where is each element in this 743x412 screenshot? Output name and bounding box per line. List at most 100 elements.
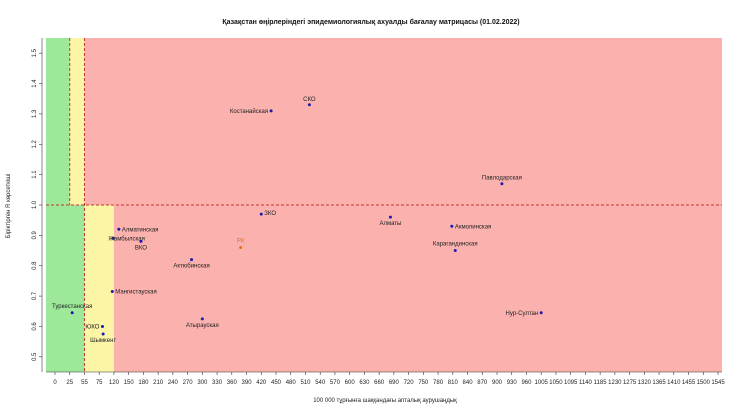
point-label: ЗКО — [264, 211, 276, 217]
x-tick-label: 1275 — [623, 380, 637, 386]
x-tick-label: 900 — [492, 380, 503, 386]
y-tick-label: 1.1 — [32, 170, 38, 179]
y-tick-label: 0.7 — [32, 291, 38, 300]
point-marker — [117, 227, 121, 231]
point-label: Актюбинская — [173, 264, 209, 270]
point-label: Алматы — [379, 221, 401, 227]
point-marker — [111, 236, 115, 240]
point-marker — [500, 182, 504, 186]
y-axis-label: Біріктірген R көрсеткіші — [6, 174, 12, 239]
point-label: Нур-Султан — [506, 311, 539, 317]
point-label: Туркестанская — [52, 304, 92, 310]
point-marker — [269, 109, 273, 113]
y-tick-label: 1.0 — [32, 200, 38, 209]
x-tick-label: 510 — [300, 380, 311, 386]
x-tick-label: 1185 — [594, 380, 608, 386]
x-tick-label: 270 — [183, 380, 194, 386]
x-tick-label: 660 — [374, 380, 385, 386]
point-marker — [450, 224, 454, 228]
x-tick-label: 810 — [448, 380, 459, 386]
x-tick-label: 720 — [404, 380, 415, 386]
x-tick-label: 210 — [153, 380, 164, 386]
y-tick-label: 1.4 — [32, 79, 38, 88]
x-tick-label: 1410 — [667, 380, 681, 386]
point-marker — [239, 246, 243, 250]
y-tick-label: 0.5 — [32, 352, 38, 361]
x-tick-label: 540 — [315, 380, 326, 386]
point-label: РК — [237, 239, 245, 245]
x-tick-label: 75 — [96, 380, 103, 386]
x-tick-label: 780 — [433, 380, 444, 386]
point-marker — [190, 258, 194, 262]
point-label: СКО — [303, 97, 316, 103]
x-tick-label: 840 — [463, 380, 474, 386]
green-zone-lower — [46, 205, 85, 372]
x-tick-label: 1320 — [638, 380, 652, 386]
x-tick-label: 180 — [138, 380, 149, 386]
y-tick-label: 1.2 — [32, 139, 38, 148]
x-tick-label: 120 — [109, 380, 120, 386]
point-label: ВКО — [135, 245, 147, 251]
point-marker — [200, 317, 204, 321]
x-tick-label: 750 — [418, 380, 429, 386]
x-tick-label: 1545 — [711, 380, 725, 386]
x-tick-label: 150 — [124, 380, 135, 386]
x-tick-label: 1005 — [535, 380, 549, 386]
x-tick-label: 330 — [212, 380, 223, 386]
point-label: Шымкент — [90, 338, 116, 344]
point-label: Павлодарская — [482, 176, 522, 182]
yellow-zone-upper — [69, 38, 85, 205]
y-tick-label: 1.5 — [32, 48, 38, 57]
x-tick-label: 930 — [507, 380, 518, 386]
point-label: Акмолинская — [455, 224, 491, 230]
x-tick-label: 450 — [271, 380, 282, 386]
x-tick-label: 360 — [227, 380, 238, 386]
point-label: ЮКО — [85, 324, 99, 330]
x-tick-label: 1050 — [549, 380, 563, 386]
x-tick-label: 300 — [197, 380, 208, 386]
x-tick-label: 1455 — [682, 380, 696, 386]
x-tick-label: 25 — [66, 380, 73, 386]
point-marker — [539, 311, 543, 315]
x-tick-label: 1230 — [608, 380, 622, 386]
y-tick-label: 0.6 — [32, 322, 38, 331]
yellow-zone-lower — [84, 205, 114, 372]
x-tick-label: 690 — [389, 380, 400, 386]
x-tick-label: 960 — [521, 380, 532, 386]
point-marker — [453, 249, 457, 253]
x-tick-label: 1500 — [697, 380, 711, 386]
x-tick-label: 1140 — [579, 380, 593, 386]
point-marker — [110, 290, 114, 294]
point-label: Карагандинская — [433, 242, 478, 248]
point-marker — [388, 215, 392, 219]
point-label: Мангистауская — [115, 290, 156, 296]
point-label: Атырауская — [186, 323, 219, 329]
x-tick-label: 630 — [359, 380, 370, 386]
x-tick-label: 870 — [477, 380, 488, 386]
point-marker — [100, 324, 104, 328]
x-tick-label: 0 — [53, 380, 57, 386]
x-tick-label: 570 — [330, 380, 341, 386]
x-tick-label: 420 — [256, 380, 267, 386]
y-tick-label: 1.3 — [32, 109, 38, 118]
point-marker — [139, 239, 143, 243]
point-label: Жамбылская — [108, 236, 145, 242]
x-tick-label: 1095 — [564, 380, 578, 386]
x-tick-label: 240 — [168, 380, 179, 386]
x-tick-label: 55 — [81, 380, 88, 386]
point-label: Костанайская — [230, 108, 268, 115]
point-label: Алматинская — [122, 227, 159, 233]
point-marker — [70, 311, 74, 315]
point-marker — [307, 103, 311, 107]
plot-area: 0 25 55 75 120 150 180 210 240 270 300 330 360 390 420… — [32, 38, 725, 386]
x-tick-label: 600 — [345, 380, 356, 386]
point-marker — [259, 212, 263, 216]
x-tick-label: 1365 — [652, 380, 666, 386]
x-tick-label: 390 — [242, 380, 253, 386]
x-axis-label: 100 000 тұрғынға шаққандағы апталық ауру… — [313, 398, 457, 404]
point-marker — [101, 332, 105, 336]
chart-title: Қазақстан өңірлеріндегі эпидемиологиялық… — [222, 18, 519, 26]
y-tick-label: 0.9 — [32, 231, 38, 240]
y-tick-label: 0.8 — [32, 261, 38, 270]
